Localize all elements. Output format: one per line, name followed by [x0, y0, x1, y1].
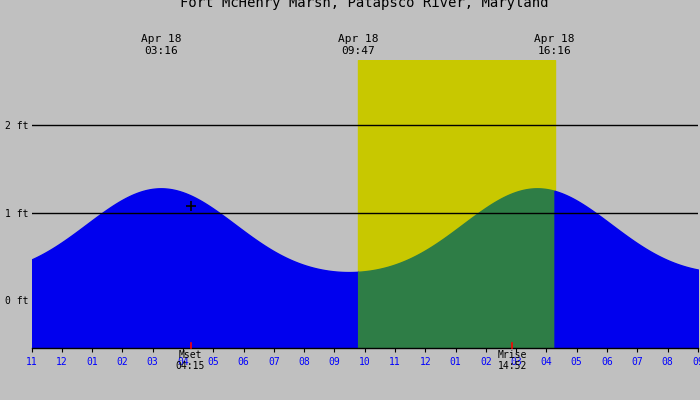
- Bar: [358, 60, 554, 348]
- Text: Apr 18
16:16: Apr 18 16:16: [534, 34, 575, 56]
- Text: Apr 18
09:47: Apr 18 09:47: [338, 34, 379, 56]
- Title: Fort McHenry Marsh, Patapsco River, Maryland: Fort McHenry Marsh, Patapsco River, Mary…: [181, 0, 549, 10]
- Text: Mrise
14:52: Mrise 14:52: [498, 350, 527, 371]
- Text: Apr 18
03:16: Apr 18 03:16: [141, 34, 181, 56]
- Text: Mset
04:15: Mset 04:15: [176, 350, 205, 371]
